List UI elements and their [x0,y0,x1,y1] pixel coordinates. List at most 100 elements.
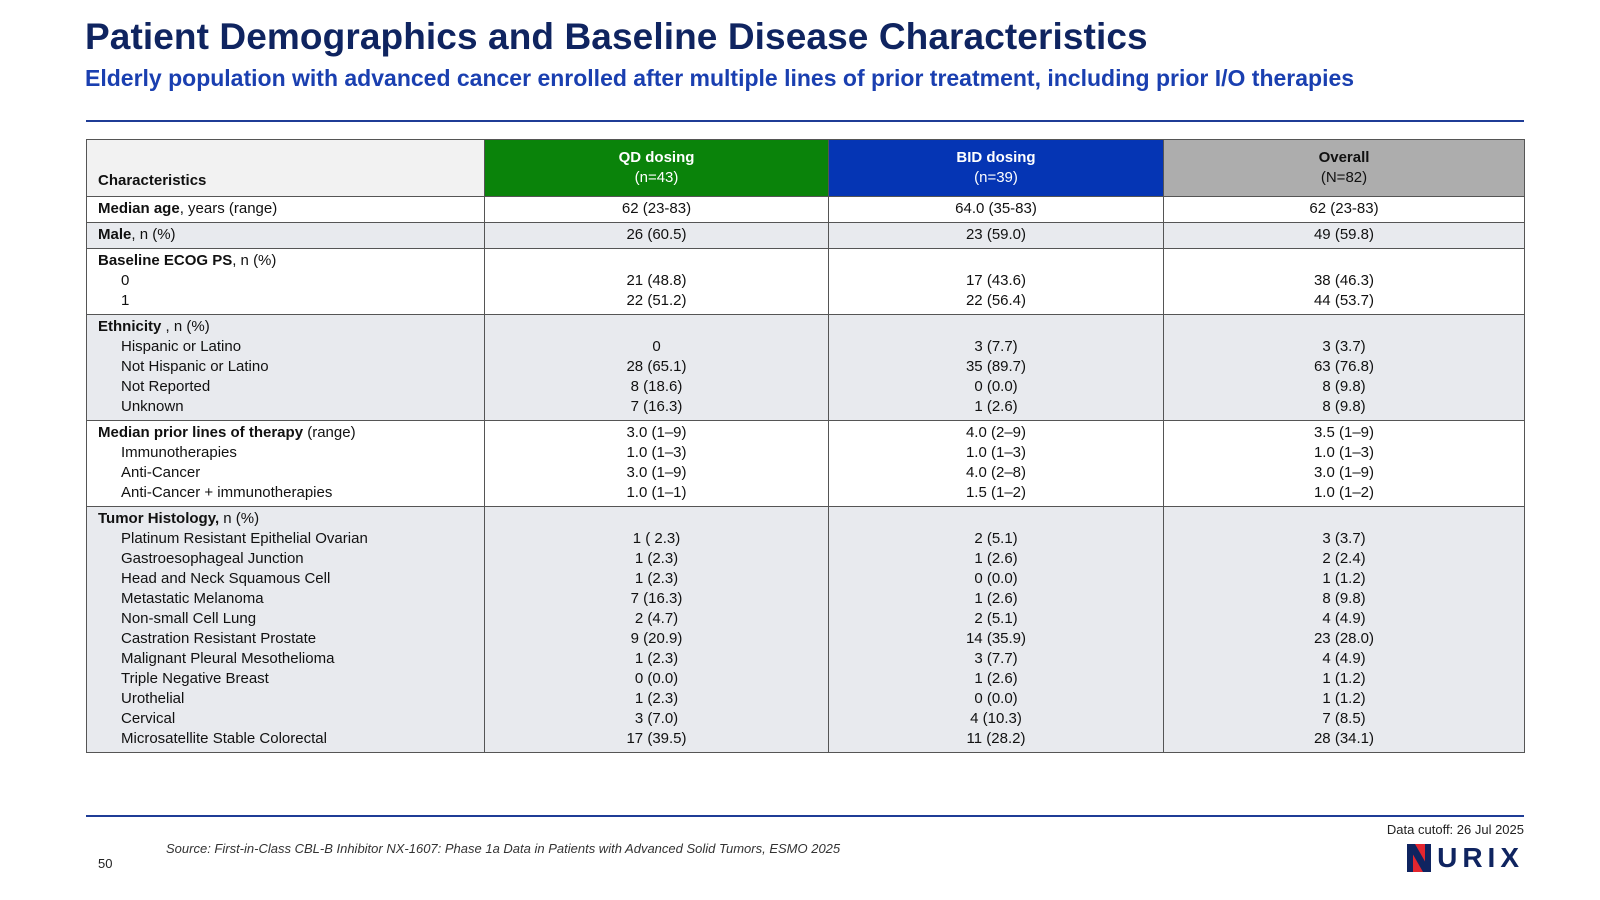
overall-value: 4 (4.9) [1322,650,1366,667]
table-header-row: Characteristics QD dosing (n=43) BID dos… [86,139,1525,197]
overall-value: 1.0 (1–2) [1313,484,1375,501]
qd-value: 17 (39.5) [626,730,687,747]
qd-value: 0 [652,338,661,355]
bid-value: 4.0 (2–8) [965,464,1027,481]
overall-value: 1.0 (1–3) [1313,444,1375,461]
source-citation: Source: First-in-Class CBL-B Inhibitor N… [166,841,841,856]
qd-value: 1 (2.3) [634,650,679,667]
sub-row-label: Head and Neck Squamous Cell [121,570,331,587]
sub-row-label: Castration Resistant Prostate [121,630,317,647]
overall-value: 28 (34.1) [1313,730,1375,747]
overall-value: 3 (3.7) [1322,338,1366,355]
row-label-block: Ethnicity , n (%) Hispanic or Latino Not… [87,315,484,420]
qd-value: 3 (7.0) [634,710,679,727]
bid-values: 2 (5.1) 1 (2.6) 0 (0.0) 1 (2.6) 2 (5.1) … [829,507,1163,752]
qd-dosing-n: (n=43) [634,169,679,186]
row-label-rest: (range) [303,424,356,441]
qd-value: 22 (51.2) [626,292,687,309]
table-row-median-age: Median age, years (range) 62 (23-83) 64.… [86,196,1525,223]
bid-value: 4.0 (2–9) [965,424,1027,441]
table-row-ecog: Baseline ECOG PS, n (%) 0 1 21 (48.8) 22 … [86,248,1525,315]
sub-row-label: Not Reported [121,378,211,395]
sub-row-label: Malignant Pleural Mesothelioma [121,650,335,667]
bid-dosing-header: BID dosing (n=39) [828,139,1164,197]
qd-value: 3.0 (1–9) [626,424,687,441]
sub-row-label: Non-small Cell Lung [121,610,257,627]
overall-values: 3 (3.7) 2 (2.4) 1 (1.2) 8 (9.8) 4 (4.9) … [1164,507,1524,752]
row-label-bold: Median prior lines of therapy [98,424,304,441]
bid-value: 17 (43.6) [965,272,1027,289]
row-label-rest: n (%) [219,510,260,527]
row-label-rest: , n (%) [232,252,277,269]
qd-value: 7 (16.3) [630,590,683,607]
overall-value: 3.0 (1–9) [1313,464,1375,481]
overall-label: Overall [1318,149,1370,166]
qd-values: 1 ( 2.3) 1 (2.3) 1 (2.3) 7 (16.3) 2 (4.7… [485,507,828,752]
table-row-male: Male, n (%) 26 (60.5) 23 (59.0) 49 (59.8… [86,222,1525,249]
bid-value: 1 (2.6) [974,590,1018,607]
qd-values: 21 (48.8) 22 (51.2) [485,249,828,314]
row-label: Median prior lines of therapy (range) [98,423,473,443]
overall-values: 3 (3.7) 63 (76.8) 8 (9.8) 8 (9.8) [1164,315,1524,420]
bottom-divider [86,815,1524,817]
overall-value: 8 (9.8) [1322,590,1366,607]
qd-value: 62 (23-83) [621,200,692,217]
bid-value: 0 (0.0) [974,690,1018,707]
row-label-rest: , n (%) [161,318,210,335]
row-label: Ethnicity , n (%) [98,317,473,337]
sub-row-label: Gastroesophageal Junction [121,550,304,567]
overall-value: 62 (23-83) [1309,200,1379,217]
characteristics-header: Characteristics [86,139,485,197]
row-label: Male, n (%) [87,223,484,248]
qd-value: 0 (0.0) [634,670,679,687]
row-label-bold: Ethnicity [98,318,162,335]
logo-text: URIX [1437,842,1524,873]
logo-n-mark-icon [1407,844,1432,872]
sub-row-label: 1 [121,292,130,309]
bid-value: 22 (56.4) [965,292,1027,309]
row-label-bold: Male [98,226,132,243]
bid-value: 0 (0.0) [974,570,1018,587]
sub-row-label: Unknown [121,398,184,415]
table-row-tumor-histology: Tumor Histology, n (%) Platinum Resistan… [86,506,1525,753]
page-subtitle: Elderly population with advanced cancer … [85,65,1355,91]
bid-dosing-label: BID dosing [956,149,1036,166]
overall-values: 3.5 (1–9) 1.0 (1–3) 3.0 (1–9) 1.0 (1–2) [1164,421,1524,506]
overall-value: 7 (8.5) [1322,710,1366,727]
overall-value: 1 (1.2) [1322,670,1366,687]
sub-row-label: 0 [121,272,130,289]
bid-value: 1 (2.6) [974,550,1018,567]
bid-dosing-n: (n=39) [974,169,1018,186]
overall-value: 2 (2.4) [1322,550,1366,567]
sub-row-label: Microsatellite Stable Colorectal [121,730,327,747]
overall-value: 44 (53.7) [1313,292,1375,309]
qd-dosing-label: QD dosing [618,149,695,166]
row-label-bold: Tumor Histology, [98,510,220,527]
page-title: Patient Demographics and Baseline Diseas… [85,16,1148,57]
overall-value: 49 (59.8) [1313,226,1375,243]
qd-value: 21 (48.8) [626,272,687,289]
qd-value: 1.0 (1–1) [626,484,687,501]
row-label-block: Median prior lines of therapy (range) Im… [87,421,484,506]
sub-row-label: Hispanic or Latino [121,338,242,355]
bid-value: 64.0 (35-83) [955,200,1037,217]
overall-value: 23 (28.0) [1313,630,1375,647]
bid-values: 4.0 (2–9) 1.0 (1–3) 4.0 (2–8) 1.5 (1–2) [829,421,1163,506]
top-divider [86,120,1524,122]
row-label-block: Baseline ECOG PS, n (%) 0 1 [87,249,484,314]
row-label-rest: , years (range) [179,200,278,217]
row-label: Baseline ECOG PS, n (%) [98,251,473,271]
sub-row-label: Urothelial [121,690,185,707]
qd-value: 2 (4.7) [634,610,679,627]
bid-value: 3 (7.7) [974,650,1018,667]
row-label-bold: Median age [98,200,180,217]
overall-value: 3 (3.7) [1322,530,1366,547]
overall-value: 8 (9.8) [1322,378,1366,395]
row-label-rest: , n (%) [131,226,176,243]
bid-values: 17 (43.6) 22 (56.4) [829,249,1163,314]
bid-value: 11 (28.2) [966,730,1026,747]
bid-values: 3 (7.7) 35 (89.7) 0 (0.0) 1 (2.6) [829,315,1163,420]
bid-value: 35 (89.7) [965,358,1027,375]
data-cutoff: Data cutoff: 26 Jul 2025 [1386,822,1524,837]
qd-value: 1 (2.3) [634,570,679,587]
